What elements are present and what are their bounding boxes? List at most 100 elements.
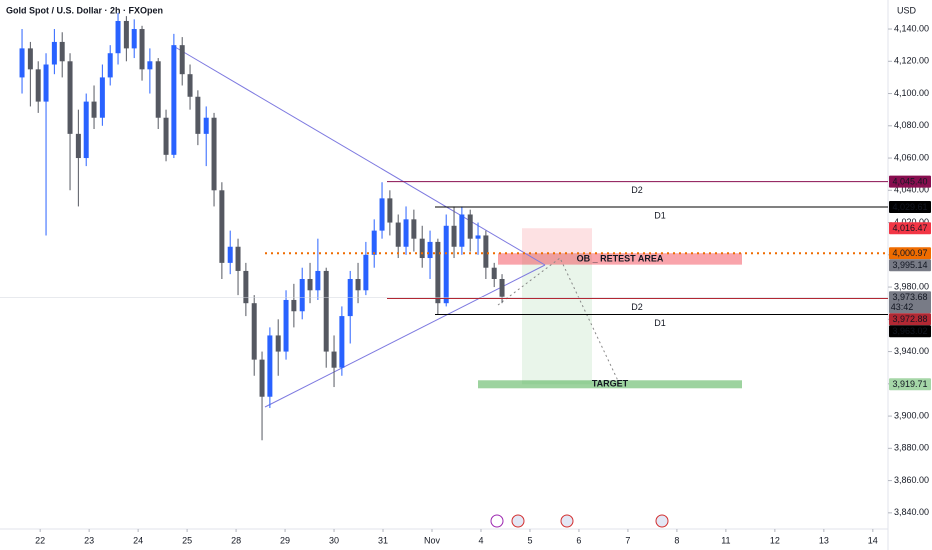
ob-retest-zone (498, 253, 742, 265)
candle-body (243, 270, 249, 304)
x-tick-label: 29 (280, 535, 290, 545)
price-tag-label: 3,919.71 (892, 379, 927, 389)
y-tick-label: 3,980.00 (894, 281, 929, 291)
price-tag (889, 201, 931, 214)
candle-body (179, 45, 185, 75)
x-tick-label: 5 (527, 535, 532, 545)
y-tick-label: 3,840.00 (894, 507, 929, 517)
y-tick-label: 4,100.00 (894, 88, 929, 98)
level-label: D2 (631, 302, 643, 312)
stop-zone (522, 228, 592, 254)
candle-body (51, 41, 57, 65)
candle-body (299, 278, 305, 312)
x-tick-label: 30 (329, 535, 339, 545)
price-tag-label: 3,963.02 (892, 326, 927, 336)
x-tick-label: Nov (424, 535, 441, 545)
event-icon[interactable] (560, 514, 574, 528)
event-icon[interactable] (655, 514, 669, 528)
trendlines (174, 46, 621, 408)
candle-body (91, 101, 97, 118)
candle-body (115, 20, 121, 54)
x-tick-label: 23 (84, 535, 94, 545)
event-icon[interactable] (490, 514, 504, 528)
candle-body (451, 225, 457, 247)
y-tick-label: 3,940.00 (894, 346, 929, 356)
price-tag (889, 378, 931, 391)
candle-body (467, 214, 473, 239)
y-axis-unit: USD (897, 5, 917, 15)
price-tag (889, 313, 931, 326)
candle-body (251, 303, 257, 360)
candle-body (475, 235, 481, 239)
y-tick-label: 4,020.00 (894, 217, 929, 227)
price-tag-label: 4,029.61 (892, 202, 927, 212)
event-icon[interactable] (511, 514, 525, 528)
countdown: 43:42 (891, 302, 914, 312)
candle-body (387, 198, 393, 223)
candle-body (203, 117, 209, 134)
candle-body (139, 29, 145, 70)
target-label: TARGET (592, 379, 629, 389)
candle-body (371, 230, 377, 255)
x-tick-label: 6 (576, 535, 581, 545)
price-tag (889, 291, 931, 314)
y-tick-label: 3,880.00 (894, 443, 929, 453)
candle-body (211, 117, 217, 191)
price-tag (889, 222, 931, 235)
candle-body (235, 246, 241, 271)
candle-body (267, 335, 273, 397)
candle-body (459, 214, 465, 247)
trendline-upper (174, 46, 546, 266)
candle-body (499, 278, 505, 297)
price-tag (889, 247, 931, 260)
candle-body (331, 351, 337, 368)
x-tick-label: 25 (182, 535, 192, 545)
candle-body (283, 299, 289, 352)
price-tag (889, 259, 931, 272)
candle-body (315, 270, 321, 291)
candle-body (483, 235, 489, 268)
level-label: D1 (654, 318, 666, 328)
price-tag-label: 3,973.68 (892, 292, 927, 302)
price-tag-label: 3,972.88 (892, 314, 927, 324)
candle-body (411, 219, 417, 239)
candle-body (43, 64, 49, 102)
candle-body (491, 267, 497, 279)
price-tag-label: 4,016.47 (892, 223, 927, 233)
candle-body (35, 69, 41, 102)
candle-body (195, 96, 201, 134)
level-label: D1 (654, 210, 666, 220)
target-zone (478, 380, 742, 389)
candle-body (187, 74, 193, 97)
candle-body (403, 219, 409, 247)
profit-zone (522, 253, 592, 385)
projection-path (497, 257, 621, 386)
candle-body (67, 61, 73, 134)
level-label: D2 (631, 185, 643, 195)
candle-body (83, 101, 89, 159)
candle-body (155, 61, 161, 118)
candle-body (419, 238, 425, 259)
candle-body (107, 53, 113, 78)
y-tick-label: 4,140.00 (894, 23, 929, 33)
price-tag-label: 4,045.40 (892, 176, 927, 186)
y-tick-label: 4,060.00 (894, 152, 929, 162)
x-tick-label: 12 (770, 535, 780, 545)
x-tick-label: 11 (721, 535, 730, 545)
candle-body (355, 278, 361, 291)
candle-body (171, 45, 177, 155)
y-tick-label: 4,080.00 (894, 120, 929, 130)
y-tick-label: 3,860.00 (894, 475, 929, 485)
x-tick-label: 24 (133, 535, 143, 545)
candle-body (99, 77, 105, 118)
candle-body (27, 48, 33, 70)
y-tick-label: 4,040.00 (894, 185, 929, 195)
candle-body (435, 241, 441, 304)
candle-body (275, 335, 281, 352)
candle-body (291, 299, 297, 312)
candle-body (427, 241, 433, 259)
trendline-lower (264, 264, 546, 408)
y-tick-label: 3,900.00 (894, 410, 929, 420)
candle-body (323, 270, 329, 352)
